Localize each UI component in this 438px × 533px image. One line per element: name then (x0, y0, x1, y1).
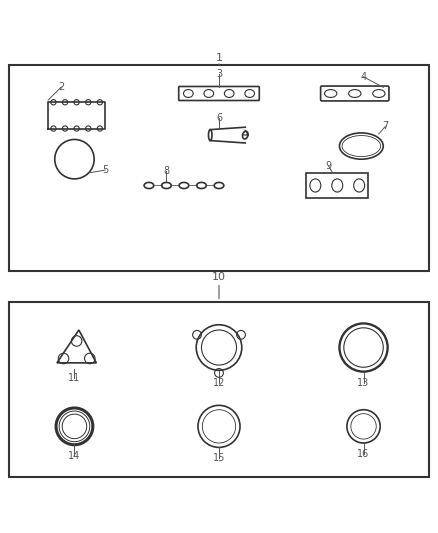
Text: 11: 11 (68, 373, 81, 383)
Text: 14: 14 (68, 451, 81, 461)
Text: 13: 13 (357, 377, 370, 387)
Text: 16: 16 (357, 449, 370, 459)
Text: 12: 12 (213, 377, 225, 387)
Text: 6: 6 (216, 114, 222, 124)
Text: 8: 8 (163, 166, 170, 176)
Text: 15: 15 (213, 454, 225, 463)
Text: 10: 10 (212, 272, 226, 282)
Text: 3: 3 (216, 69, 222, 79)
Text: 4: 4 (360, 72, 367, 82)
Text: 1: 1 (215, 53, 223, 63)
FancyBboxPatch shape (9, 302, 429, 477)
Text: 9: 9 (325, 161, 332, 171)
Text: 5: 5 (102, 165, 108, 175)
Text: 2: 2 (58, 82, 64, 92)
FancyBboxPatch shape (9, 65, 429, 271)
Text: 7: 7 (382, 122, 389, 131)
